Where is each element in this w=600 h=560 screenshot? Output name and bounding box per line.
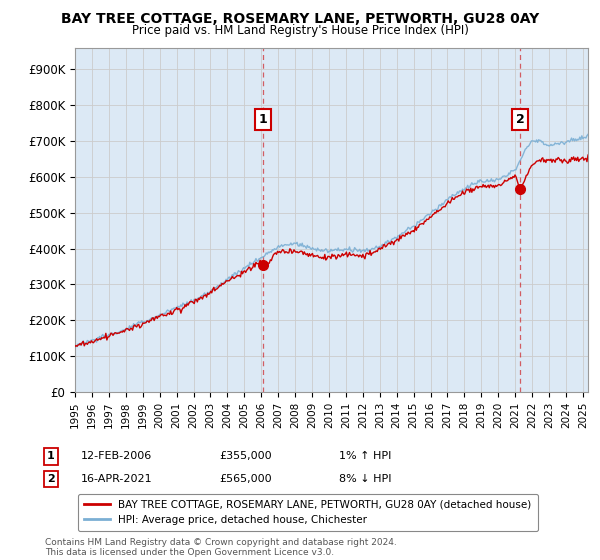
Text: 1: 1 bbox=[47, 451, 55, 461]
Text: 16-APR-2021: 16-APR-2021 bbox=[81, 474, 152, 484]
Text: 8% ↓ HPI: 8% ↓ HPI bbox=[339, 474, 391, 484]
Text: £355,000: £355,000 bbox=[219, 451, 272, 461]
Text: 1: 1 bbox=[259, 113, 268, 126]
Text: 2: 2 bbox=[516, 113, 524, 126]
Text: 12-FEB-2006: 12-FEB-2006 bbox=[81, 451, 152, 461]
Text: Price paid vs. HM Land Registry's House Price Index (HPI): Price paid vs. HM Land Registry's House … bbox=[131, 24, 469, 36]
Text: 2: 2 bbox=[47, 474, 55, 484]
Text: 1% ↑ HPI: 1% ↑ HPI bbox=[339, 451, 391, 461]
Text: BAY TREE COTTAGE, ROSEMARY LANE, PETWORTH, GU28 0AY: BAY TREE COTTAGE, ROSEMARY LANE, PETWORT… bbox=[61, 12, 539, 26]
Text: £565,000: £565,000 bbox=[219, 474, 272, 484]
Text: Contains HM Land Registry data © Crown copyright and database right 2024.
This d: Contains HM Land Registry data © Crown c… bbox=[45, 538, 397, 557]
Legend: BAY TREE COTTAGE, ROSEMARY LANE, PETWORTH, GU28 0AY (detached house), HPI: Avera: BAY TREE COTTAGE, ROSEMARY LANE, PETWORT… bbox=[77, 494, 538, 531]
